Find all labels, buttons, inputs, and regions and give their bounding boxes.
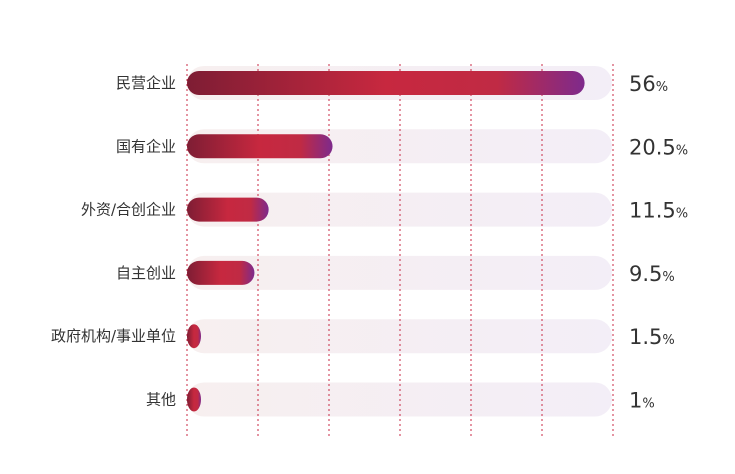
bar [187,260,255,285]
value-labels: 56%20.5%11.5%9.5%1.5%1% [629,72,688,413]
value-number: 9.5 [629,262,662,286]
value-label: 1% [629,389,655,413]
category-label: 民营企业 [116,74,176,92]
value-label: 20.5% [629,135,688,159]
bar [187,197,269,222]
bar [187,134,333,159]
value-label: 56% [629,72,668,96]
value-label: 11.5% [629,199,688,223]
value-number: 1.5 [629,325,662,349]
bars [187,71,585,412]
bar-tracks [187,66,612,417]
value-unit: % [642,397,654,412]
value-unit: % [676,143,688,158]
grid-lines [186,64,614,436]
value-label: 1.5% [629,325,675,349]
bar-track [187,319,612,354]
bar-track [187,255,612,290]
value-unit: % [662,333,674,348]
category-label: 政府机构/事业单位 [51,327,176,345]
value-number: 20.5 [629,135,676,159]
value-label: 9.5% [629,262,675,286]
value-unit: % [676,207,688,222]
bar [187,71,585,95]
category-label: 其他 [146,391,176,409]
bar [187,387,201,412]
category-label: 国有企业 [116,137,176,155]
bar [187,324,201,349]
value-unit: % [656,80,668,95]
value-unit: % [662,270,674,285]
value-number: 1 [629,389,642,413]
category-label: 自主创业 [116,264,176,282]
category-label: 外资/合创企业 [81,201,176,219]
value-number: 11.5 [629,199,676,223]
value-number: 56 [629,72,656,96]
